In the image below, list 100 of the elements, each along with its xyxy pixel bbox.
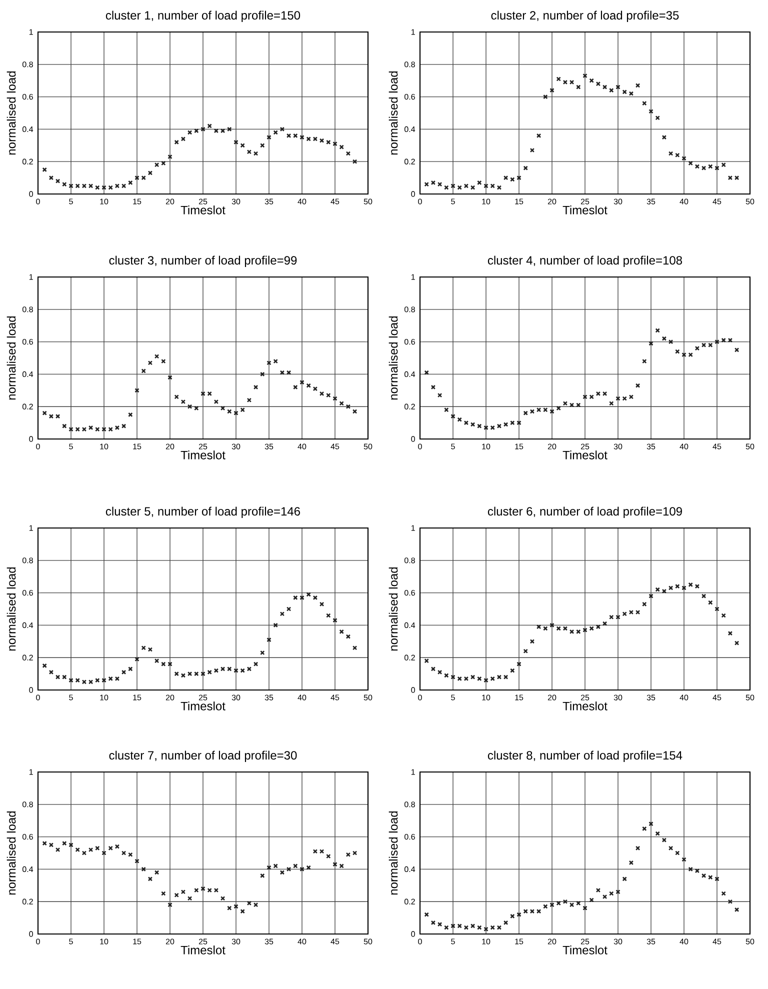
point: [260, 650, 265, 656]
point: [141, 646, 146, 650]
point: [161, 358, 166, 364]
x-tick-label: 30: [232, 938, 240, 944]
point: [273, 622, 278, 628]
y-tick-label: 1: [411, 29, 415, 35]
point: [694, 346, 700, 351]
point: [430, 920, 436, 926]
point: [121, 670, 126, 675]
point: [510, 177, 515, 182]
point: [42, 167, 47, 172]
y-tick-label: 0: [411, 191, 415, 197]
x-tick-label: 15: [515, 198, 524, 204]
point: [102, 850, 106, 856]
point: [734, 348, 740, 352]
point: [174, 671, 179, 676]
point: [114, 844, 120, 849]
point: [220, 406, 226, 411]
x-tick-label: 30: [614, 938, 622, 944]
y-tick-label: 0.4: [404, 622, 416, 628]
point: [332, 618, 338, 623]
point: [582, 628, 588, 632]
x-axis-title: Timeslot: [562, 946, 608, 954]
x-tick-label: 20: [548, 938, 556, 944]
point: [496, 185, 502, 190]
point: [589, 626, 594, 631]
x-axis-title: Timeslot: [562, 450, 608, 460]
point: [121, 424, 126, 428]
point: [266, 637, 272, 642]
point: [682, 857, 686, 862]
x-tick-label: 45: [330, 198, 340, 204]
point: [273, 358, 278, 364]
y-tick-label: 0.6: [404, 338, 415, 345]
point: [339, 400, 344, 406]
point: [714, 606, 720, 612]
y-tick-label: 0: [411, 931, 415, 937]
point: [530, 148, 535, 153]
point: [430, 666, 436, 672]
point: [628, 91, 634, 96]
point: [523, 648, 528, 654]
point: [286, 866, 292, 872]
point: [437, 392, 442, 398]
point: [227, 906, 232, 910]
x-tick-label: 15: [515, 938, 524, 944]
chart-title: cluster 3, number of load profile=99: [109, 256, 297, 267]
point: [306, 592, 311, 597]
point: [562, 899, 568, 904]
x-tick-label: 5: [451, 694, 455, 700]
y-tick-label: 0.2: [404, 898, 415, 904]
y-tick-label: 0.2: [404, 158, 415, 164]
x-tick-label: 45: [712, 938, 722, 944]
point: [556, 406, 561, 411]
point: [68, 842, 74, 848]
y-axis-title: normalised load: [6, 567, 16, 651]
y-tick-label: 0: [411, 436, 415, 442]
point: [346, 151, 351, 156]
point: [668, 846, 674, 851]
x-tick-label: 50: [364, 694, 372, 700]
y-tick-label: 0.6: [22, 834, 33, 840]
point: [523, 166, 528, 170]
x-tick-label: 10: [100, 694, 108, 700]
point: [339, 629, 344, 634]
point: [95, 846, 100, 851]
point: [457, 185, 462, 190]
point: [154, 658, 160, 664]
point: [339, 864, 344, 868]
x-tick-label: 5: [451, 938, 455, 944]
point: [530, 409, 535, 414]
point: [134, 858, 140, 864]
x-tick-label: 50: [364, 444, 372, 450]
point: [346, 404, 351, 409]
x-tick-label: 5: [451, 198, 455, 204]
point: [503, 175, 508, 180]
point: [496, 424, 502, 428]
point: [734, 907, 740, 912]
point: [668, 339, 674, 344]
point: [326, 854, 331, 859]
y-tick-label: 1: [411, 769, 415, 775]
point: [326, 140, 331, 145]
x-tick-label: 15: [133, 938, 142, 944]
point: [187, 896, 192, 901]
y-axis-title: normalised load: [388, 316, 398, 400]
point: [437, 670, 442, 675]
x-tick-label: 30: [232, 198, 240, 204]
point: [352, 159, 358, 164]
point: [589, 78, 594, 83]
point: [174, 892, 179, 898]
point: [312, 595, 318, 600]
y-tick-label: 0.8: [22, 802, 33, 808]
chart-title: cluster 2, number of load profile=35: [491, 10, 679, 22]
point: [556, 76, 561, 82]
point: [48, 670, 54, 675]
point: [628, 394, 634, 400]
point: [88, 425, 94, 430]
point: [134, 656, 140, 662]
y-tick-label: 0.8: [404, 802, 415, 808]
chart-title: cluster 4, number of load profile=108: [488, 256, 682, 267]
point: [470, 674, 476, 680]
x-tick-label: 25: [580, 938, 590, 944]
point: [280, 870, 285, 875]
